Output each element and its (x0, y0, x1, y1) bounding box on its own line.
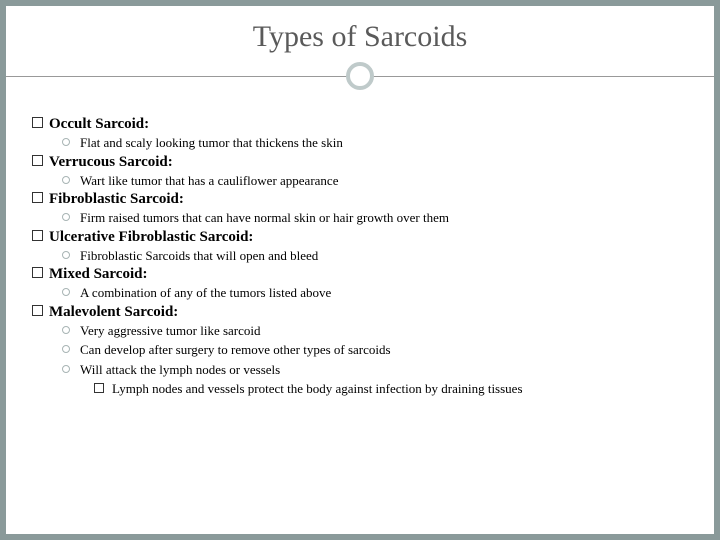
heading-text: Malevolent Sarcoid: (49, 304, 178, 320)
square-bullet-icon (32, 155, 43, 166)
square-bullet-icon (94, 383, 104, 393)
heading-text: Mixed Sarcoid: (49, 266, 147, 282)
title-area: Types of Sarcoids (6, 6, 714, 110)
square-bullet-icon (32, 305, 43, 316)
sub-bullet-item: Lymph nodes and vessels protect the body… (94, 380, 688, 398)
heading-mixed: Mixed Sarcoid: (32, 266, 688, 283)
square-bullet-icon (32, 117, 43, 128)
bullet-item: Very aggressive tumor like sarcoid (62, 322, 688, 340)
bullet-item: Will attack the lymph nodes or vessels (62, 361, 688, 379)
heading-verrucous: Verrucous Sarcoid: (32, 154, 688, 171)
bullet-item: Firm raised tumors that can have normal … (62, 209, 688, 227)
bullet-item: Can develop after surgery to remove othe… (62, 341, 688, 359)
square-bullet-icon (32, 192, 43, 203)
bullet-item: A combination of any of the tumors liste… (62, 284, 688, 302)
content-area: Occult Sarcoid: Flat and scaly looking t… (6, 110, 714, 398)
heading-text: Fibroblastic Sarcoid: (49, 191, 184, 207)
heading-ulcerative: Ulcerative Fibroblastic Sarcoid: (32, 229, 688, 246)
square-bullet-icon (32, 267, 43, 278)
square-bullet-icon (32, 230, 43, 241)
heading-text: Verrucous Sarcoid: (49, 154, 173, 170)
heading-malevolent: Malevolent Sarcoid: (32, 304, 688, 321)
heading-text: Occult Sarcoid: (49, 116, 149, 132)
circle-icon (346, 62, 374, 90)
heading-text: Ulcerative Fibroblastic Sarcoid: (49, 229, 253, 245)
bullet-item: Fibroblastic Sarcoids that will open and… (62, 247, 688, 265)
bullet-item: Wart like tumor that has a cauliflower a… (62, 172, 688, 190)
heading-occult: Occult Sarcoid: (32, 116, 688, 133)
bullet-item: Flat and scaly looking tumor that thicke… (62, 134, 688, 152)
slide-title: Types of Sarcoids (6, 20, 714, 54)
heading-fibroblastic: Fibroblastic Sarcoid: (32, 191, 688, 208)
sub-bullet-text: Lymph nodes and vessels protect the body… (112, 381, 523, 396)
slide: Types of Sarcoids Occult Sarcoid: Flat a… (6, 6, 714, 534)
